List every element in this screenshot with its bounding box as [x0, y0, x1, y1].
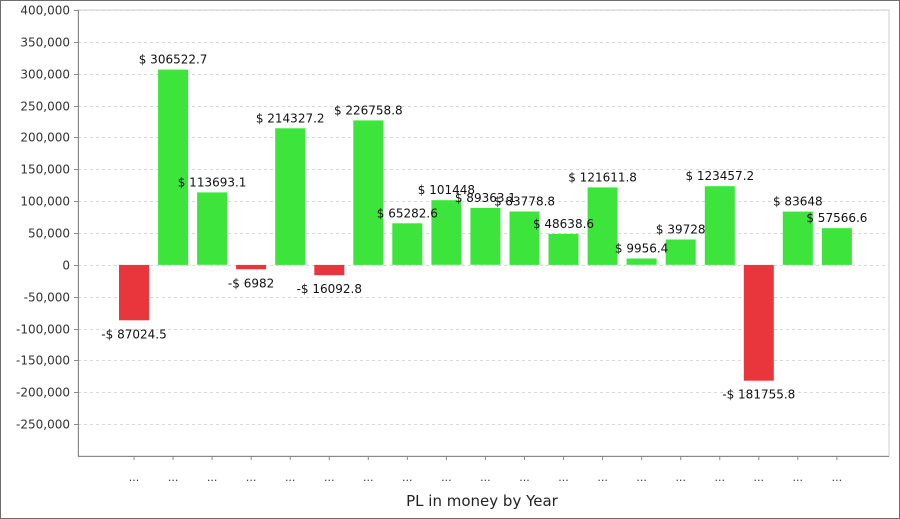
x-tick-label: ...: [675, 471, 686, 484]
bar: [782, 211, 813, 265]
x-tick-label: ...: [793, 471, 804, 484]
data-label: -$ 181755.8: [722, 388, 795, 402]
x-tick-label: ...: [168, 471, 179, 484]
x-tick-label: ...: [246, 471, 257, 484]
y-tick-label: 250,000: [20, 100, 70, 114]
data-label: $ 65282.6: [377, 206, 438, 220]
bar: [821, 228, 852, 265]
x-tick-label: ...: [597, 471, 608, 484]
data-label: $ 48638.6: [533, 217, 594, 231]
x-tick-label: ...: [207, 471, 218, 484]
x-tick-label: ...: [363, 471, 374, 484]
x-tick-label: ...: [480, 471, 491, 484]
bar: [743, 264, 774, 381]
data-label: $ 214327.2: [256, 111, 325, 125]
x-tick-label: ...: [402, 471, 413, 484]
y-tick-label: 300,000: [20, 68, 70, 82]
bar: [119, 264, 149, 321]
bar: [509, 211, 540, 265]
y-tick-label: 150,000: [20, 163, 70, 177]
x-tick-label: ...: [519, 471, 530, 484]
x-tick-label: ...: [324, 471, 335, 484]
x-tick-label: ...: [285, 471, 296, 484]
bar: [158, 69, 189, 265]
y-axis: 400,000 350,000 300,000 250,000 200,000 150,0…: [16, 4, 79, 456]
bar: [665, 239, 696, 265]
bar: [275, 128, 306, 265]
data-label: $ 121611.8: [568, 170, 637, 184]
data-label: $ 83648: [773, 195, 823, 209]
data-label: -$ 6982: [228, 276, 274, 290]
data-labels: -$ 87024.5 $ 306522.7 $ 113693.1 -$ 6982 $ 2…: [101, 53, 867, 402]
x-tick-label: ...: [636, 471, 647, 484]
data-label: $ 306522.7: [139, 53, 208, 67]
x-axis-title: PL in money by Year: [406, 492, 559, 510]
data-label: $ 39728: [656, 223, 706, 237]
y-tick-label: 200,000: [20, 131, 70, 145]
bar: [548, 233, 579, 265]
x-tick-label: ...: [441, 471, 452, 484]
x-tick-label: ...: [754, 471, 765, 484]
bar: [470, 207, 501, 265]
data-label: $ 101448: [418, 183, 475, 197]
y-tick-label: -200,000: [16, 386, 70, 400]
bar: [431, 200, 462, 265]
y-tick-label: 100,000: [20, 195, 70, 209]
y-tick-label: 400,000: [20, 4, 70, 18]
data-label: $ 9956.4: [615, 242, 668, 256]
bar: [587, 187, 618, 265]
data-label: $ 226758.8: [334, 103, 403, 117]
data-label: $ 123457.2: [685, 169, 754, 183]
bar: [197, 192, 228, 265]
x-tick-label: ...: [558, 471, 569, 484]
x-tick-label: ...: [715, 471, 726, 484]
data-label: -$ 16092.8: [297, 282, 362, 296]
y-tick-label: -50,000: [24, 291, 70, 305]
bar: [353, 120, 384, 265]
y-tick-label: 0: [62, 259, 70, 273]
data-label: $ 113693.1: [178, 175, 247, 189]
bar: [314, 264, 345, 276]
data-label: $ 57566.6: [806, 211, 867, 225]
x-tick-label: ...: [832, 471, 843, 484]
x-tick-label: ...: [129, 471, 140, 484]
bars: [119, 69, 852, 381]
x-axis: ........................................…: [78, 456, 889, 484]
bar: [236, 264, 267, 270]
y-tick-label: -150,000: [16, 354, 70, 368]
y-tick-label: 350,000: [20, 36, 70, 50]
bar: [626, 258, 657, 265]
data-label: $ 83778.8: [494, 195, 555, 209]
y-tick-label: -100,000: [16, 323, 70, 337]
bar: [704, 186, 735, 265]
data-label: $ 89363.1: [455, 191, 516, 205]
data-label: -$ 87024.5: [101, 327, 166, 341]
y-tick-label: 50,000: [28, 227, 70, 241]
bar: [392, 223, 423, 265]
y-tick-label: -250,000: [16, 418, 70, 432]
